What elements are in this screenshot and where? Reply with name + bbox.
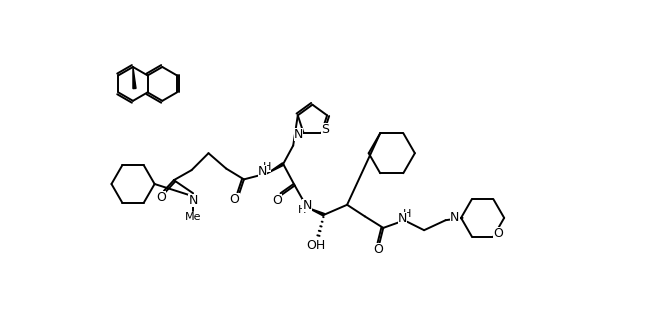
Text: N: N bbox=[450, 211, 460, 224]
Text: H: H bbox=[298, 205, 306, 215]
Text: N: N bbox=[189, 194, 198, 207]
Text: S: S bbox=[321, 123, 329, 136]
Polygon shape bbox=[133, 67, 136, 89]
Text: O: O bbox=[229, 193, 240, 206]
Text: N: N bbox=[398, 212, 407, 225]
Text: H: H bbox=[403, 209, 411, 219]
Polygon shape bbox=[306, 207, 324, 216]
Text: OH: OH bbox=[306, 239, 326, 252]
Text: O: O bbox=[156, 191, 166, 204]
Text: Me: Me bbox=[185, 212, 201, 222]
Text: N: N bbox=[302, 199, 312, 212]
Text: O: O bbox=[373, 243, 383, 256]
Text: H: H bbox=[263, 162, 271, 172]
Text: N: N bbox=[294, 128, 304, 141]
Polygon shape bbox=[266, 163, 284, 174]
Text: O: O bbox=[272, 194, 282, 207]
Text: N: N bbox=[258, 165, 267, 178]
Text: O: O bbox=[493, 227, 503, 240]
